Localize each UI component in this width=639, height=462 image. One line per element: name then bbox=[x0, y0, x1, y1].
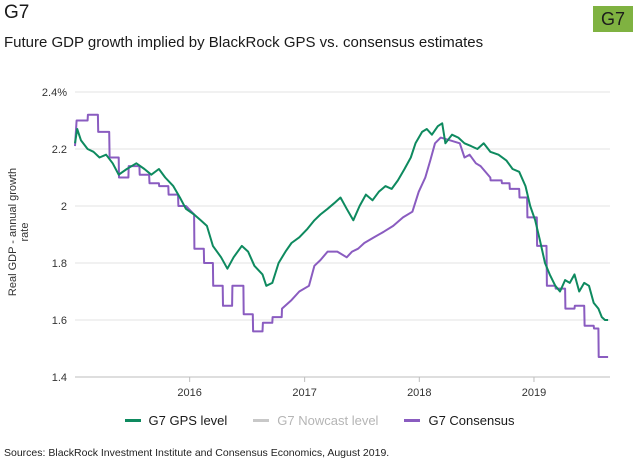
y-axis-ticks: 1.4 1.6 1.8 2 2.2 2.4% bbox=[42, 87, 67, 384]
legend: G7 GPS level G7 Nowcast level G7 Consens… bbox=[0, 413, 639, 428]
legend-label-gps: G7 GPS level bbox=[148, 413, 228, 428]
y-tick-label: 1.4 bbox=[52, 372, 67, 384]
region-badge: G7 bbox=[593, 6, 633, 32]
x-tick-label: 2016 bbox=[177, 387, 201, 399]
legend-item-gps: G7 GPS level bbox=[124, 413, 228, 428]
legend-item-consensus: G7 Consensus bbox=[404, 413, 514, 428]
series-line-consensus bbox=[74, 113, 609, 358]
legend-swatch-nowcast bbox=[253, 419, 270, 422]
series-line-gps bbox=[74, 122, 609, 321]
legend-swatch-gps bbox=[124, 419, 141, 422]
series-lines bbox=[74, 113, 609, 358]
y-tick-label: 1.8 bbox=[52, 258, 67, 270]
source-note: Sources: BlackRock Investment Institute … bbox=[4, 447, 390, 459]
x-tick-label: 2018 bbox=[407, 387, 431, 399]
legend-label-nowcast: G7 Nowcast level bbox=[277, 413, 379, 428]
chart-title: Future GDP growth implied by BlackRock G… bbox=[4, 34, 484, 51]
legend-label-consensus: G7 Consensus bbox=[428, 413, 515, 428]
x-tick-label: 2017 bbox=[292, 387, 316, 399]
y-tick-label: 2.4% bbox=[42, 87, 67, 99]
y-tick-label: 1.6 bbox=[52, 315, 67, 327]
header-title: G7 bbox=[4, 2, 30, 23]
legend-item-nowcast: G7 Nowcast level bbox=[253, 413, 378, 428]
y-tick-label: 2 bbox=[61, 201, 67, 213]
line-chart: 1.4 1.6 1.8 2 2.2 2.4% 2016 2017 2018 2019 bbox=[42, 87, 610, 399]
y-tick-label: 2.2 bbox=[52, 144, 67, 156]
grid-lines bbox=[75, 91, 610, 378]
legend-swatch-consensus bbox=[404, 419, 421, 422]
x-axis-ticks: 2016 2017 2018 2019 bbox=[177, 377, 546, 399]
x-tick-label: 2019 bbox=[522, 387, 546, 399]
